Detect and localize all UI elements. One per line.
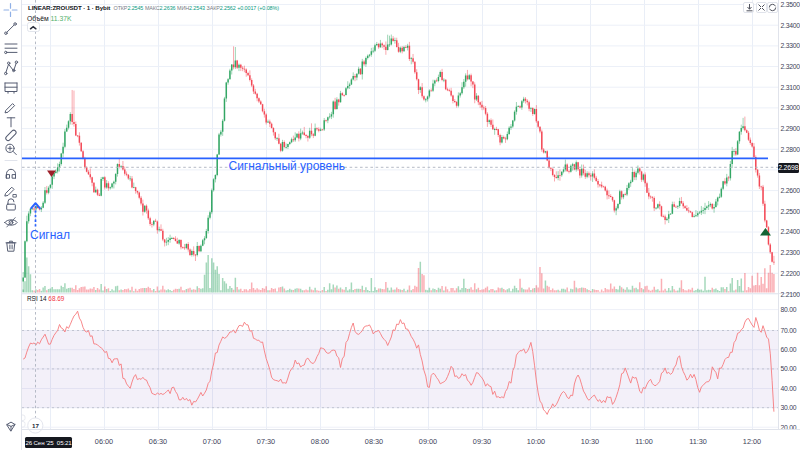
svg-text:17: 17: [32, 422, 39, 429]
